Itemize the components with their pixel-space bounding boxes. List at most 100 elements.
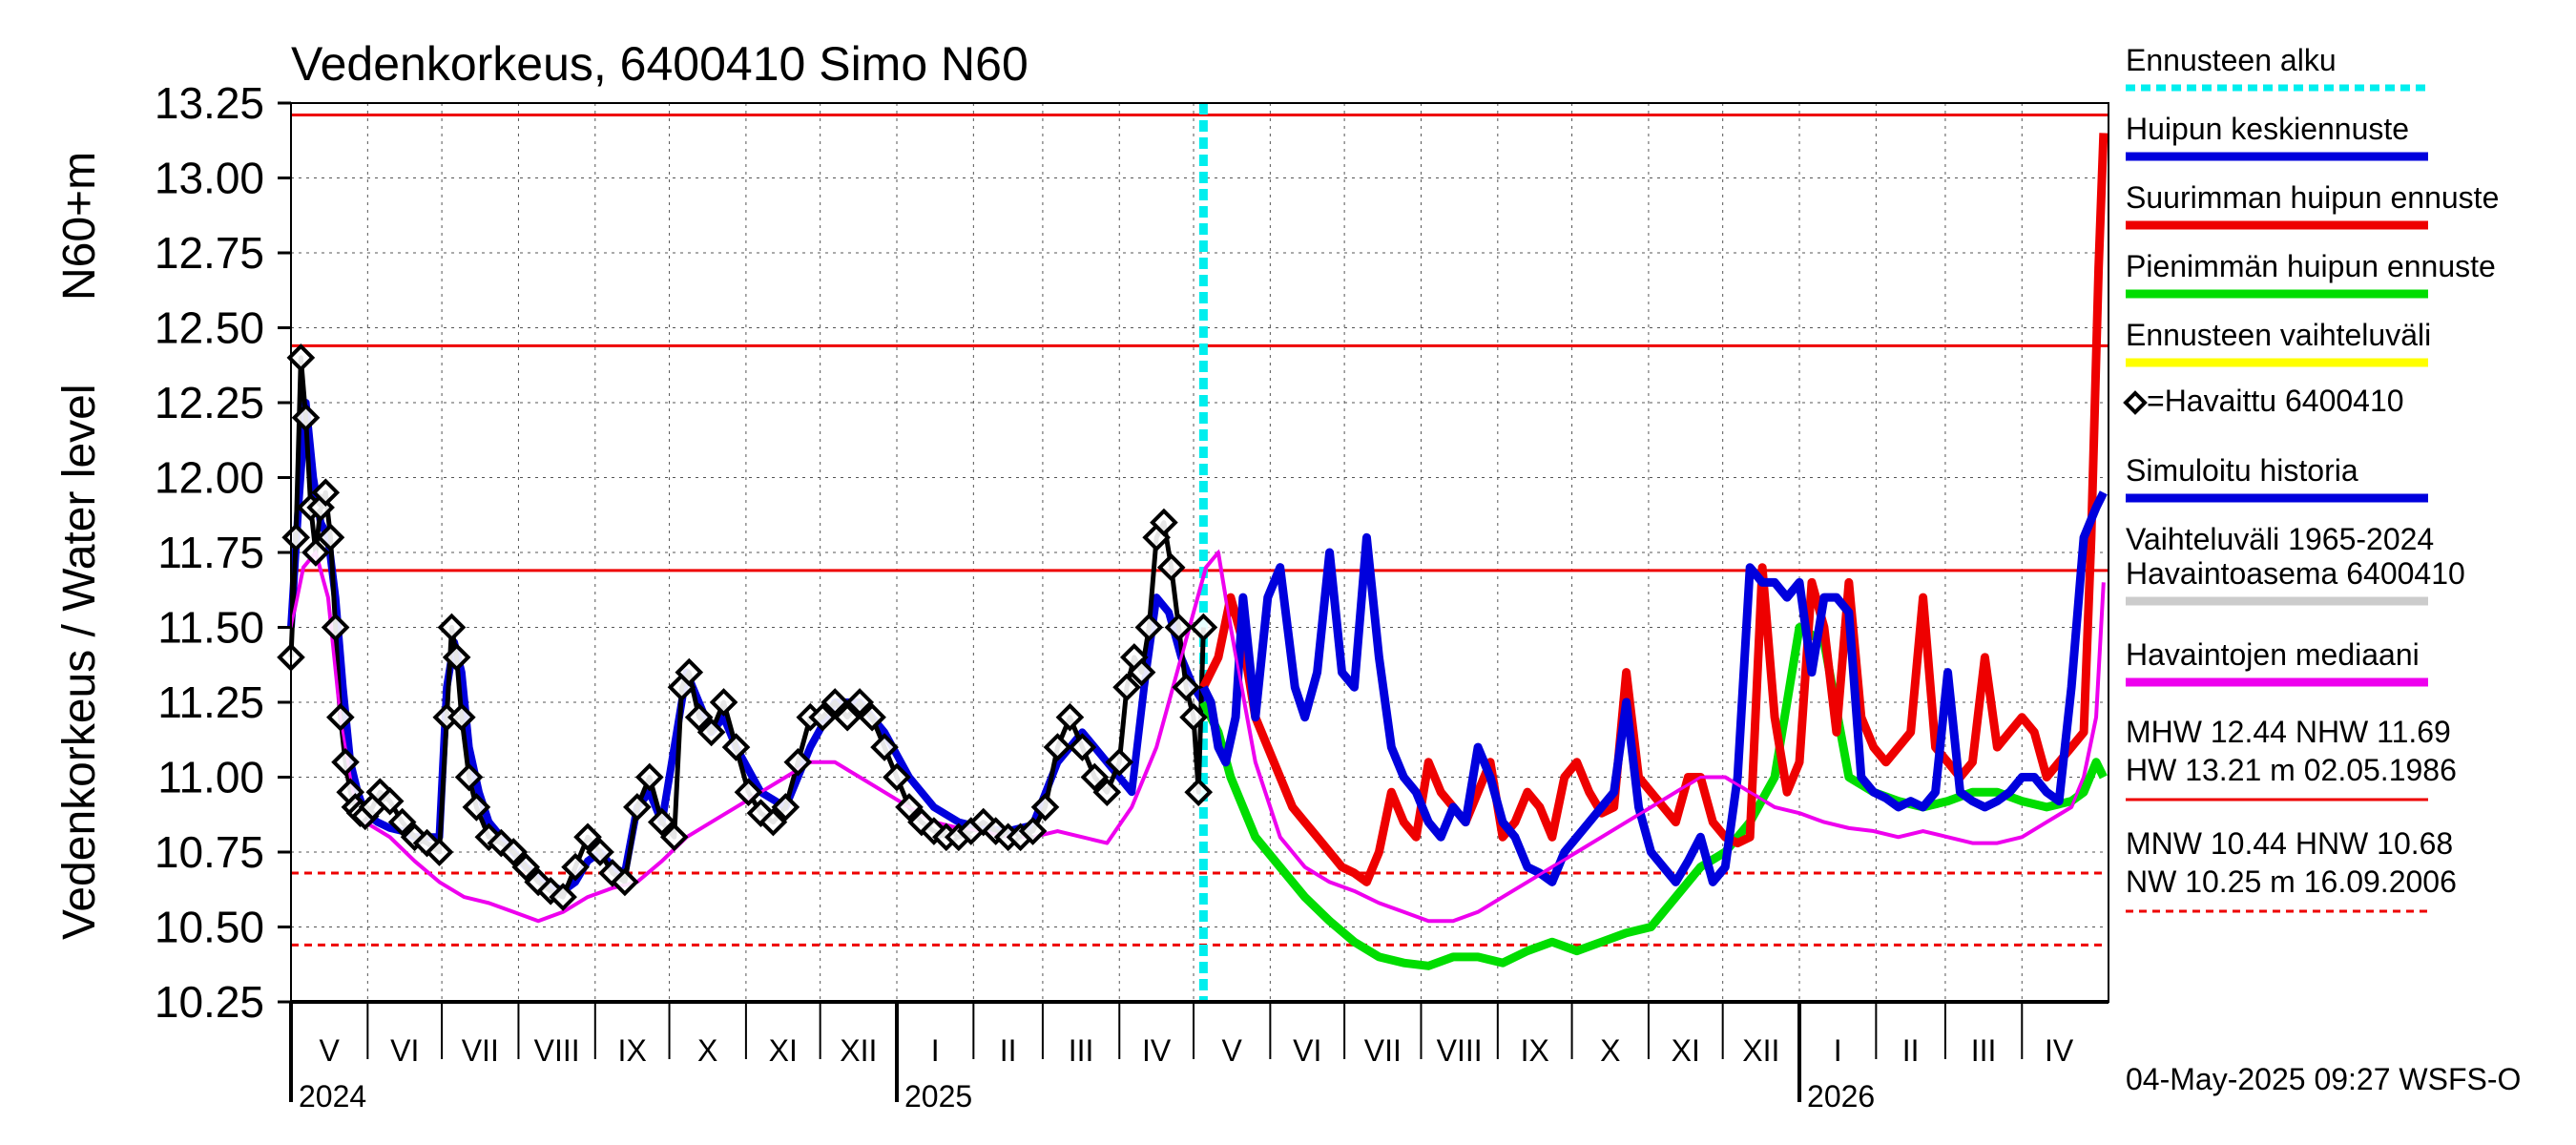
observed-point xyxy=(895,793,924,822)
month-label: XI xyxy=(769,1033,798,1068)
y-axis-label: Vedenkorkeus / Water level xyxy=(54,384,105,940)
observed-point xyxy=(1134,613,1164,642)
observed-point xyxy=(634,762,664,792)
observed-point xyxy=(321,613,350,642)
legend-label: Pienimmän huipun ennuste xyxy=(2126,249,2496,283)
y-tick-label: 11.00 xyxy=(157,753,264,802)
observed-point xyxy=(684,702,714,732)
legend-label: Suurimman huipun ennuste xyxy=(2126,180,2499,215)
legend-label: Simuloitu historia xyxy=(2126,453,2358,488)
observed-point xyxy=(623,793,652,822)
month-label: XII xyxy=(840,1033,877,1068)
legend-label: Ennusteen vaihteluväli xyxy=(2126,318,2431,352)
observed-point xyxy=(1105,747,1134,777)
month-label: VI xyxy=(390,1033,419,1068)
observed-point xyxy=(326,702,355,732)
month-label: X xyxy=(1600,1033,1620,1068)
observed-point xyxy=(1043,733,1072,761)
month-label: IV xyxy=(1142,1033,1172,1068)
month-label: II xyxy=(1000,1033,1017,1068)
month-label: VII xyxy=(1364,1033,1402,1068)
month-label: V xyxy=(1222,1033,1243,1068)
month-label: VIII xyxy=(534,1033,580,1068)
stats-mhw-nhw: MHW 12.44 NHW 11.69 xyxy=(2126,715,2451,749)
observed-point xyxy=(833,702,862,732)
legend-label: Ennusteen alku xyxy=(2126,43,2337,77)
observed-point xyxy=(821,688,850,717)
observed-point xyxy=(1172,673,1201,702)
observed-point xyxy=(311,478,341,508)
observed-point xyxy=(437,613,467,642)
observed-point xyxy=(870,733,899,761)
y-tick-label: 10.50 xyxy=(155,903,264,952)
observed-point xyxy=(1018,817,1048,845)
observed-point xyxy=(442,643,471,672)
observed-point xyxy=(331,747,360,777)
observed-point xyxy=(291,403,321,432)
legend-marker-diamond xyxy=(2123,390,2148,415)
month-label: XI xyxy=(1672,1033,1700,1068)
observed-point xyxy=(561,852,590,882)
observed-point xyxy=(709,688,738,717)
observed-point xyxy=(1112,673,1141,702)
month-label: IX xyxy=(1521,1033,1549,1068)
y-tick-label: 12.25 xyxy=(155,378,264,427)
observed-point xyxy=(808,702,838,732)
observed-point xyxy=(611,867,639,897)
axes: 13.25 13.00 12.75 12.50 12.25 12.00 11.75 11.50… xyxy=(155,78,2109,1114)
y-tick-label: 12.50 xyxy=(155,303,264,353)
observed-point xyxy=(499,838,529,866)
footer-timestamp: 04-May-2025 09:27 WSFS-O xyxy=(2126,1062,2521,1096)
legend-label: =Havaittu 6400410 xyxy=(2147,384,2404,418)
observed-point xyxy=(454,762,484,792)
observed-point xyxy=(1127,657,1156,687)
observed-point xyxy=(549,883,577,911)
stats-mnw-hnw: MNW 10.44 HNW 10.68 xyxy=(2126,826,2453,861)
observed-point xyxy=(316,523,345,552)
observed-point xyxy=(1030,793,1060,822)
month-label: II xyxy=(1902,1033,1920,1068)
y-tick-label: 10.75 xyxy=(155,827,264,877)
observed-point xyxy=(511,852,541,882)
observed-point xyxy=(783,747,813,777)
month-label: X xyxy=(697,1033,717,1068)
series-line-huipun-keskiennuste xyxy=(1199,490,2108,886)
year-label: 2026 xyxy=(1807,1079,1875,1114)
observed-point xyxy=(425,838,454,866)
month-label: III xyxy=(1971,1033,1997,1068)
observed-point xyxy=(1179,702,1208,732)
observed-point xyxy=(845,688,874,717)
observed-point xyxy=(858,702,886,732)
month-label: VIII xyxy=(1437,1033,1483,1068)
observed-point xyxy=(573,822,602,852)
chart-title: Vedenkorkeus, 6400410 Simo N60 xyxy=(291,37,1028,91)
observed-point xyxy=(1080,762,1110,792)
observed-point xyxy=(1068,733,1097,761)
series-line-pienimm-n-huipun-ennuste xyxy=(1199,623,2108,970)
observed-point xyxy=(1156,552,1186,582)
observed-point xyxy=(659,822,689,852)
observed-point xyxy=(286,344,316,372)
y-tick-label: 10.25 xyxy=(155,977,264,1027)
month-label: I xyxy=(931,1033,940,1068)
legend: Ennusteen alku Huipun keskiennuste Suurimm… xyxy=(2123,43,2499,687)
observed-point xyxy=(1092,778,1122,807)
month-label: VII xyxy=(462,1033,499,1068)
observed-point xyxy=(883,762,911,792)
observed-point xyxy=(696,718,726,747)
legend-label: Havaintojen mediaani xyxy=(2126,637,2420,672)
observed-point xyxy=(1150,508,1178,537)
stats-nw: NW 10.25 m 16.09.2006 xyxy=(2126,864,2457,899)
y-tick-label: 12.00 xyxy=(155,453,264,503)
month-label: V xyxy=(320,1033,341,1068)
y-tick-label: 13.00 xyxy=(155,154,264,203)
observed-markers xyxy=(277,344,1218,911)
legend-label: Vaihteluväli 1965-2024 xyxy=(2126,522,2434,556)
y-tick-label: 13.25 xyxy=(155,78,264,128)
observed-point xyxy=(301,538,330,567)
month-label: IV xyxy=(2045,1033,2074,1068)
year-label: 2024 xyxy=(299,1079,366,1114)
month-label: III xyxy=(1069,1033,1094,1068)
observed-point xyxy=(586,838,614,866)
y-tick-label: 11.50 xyxy=(157,603,264,653)
